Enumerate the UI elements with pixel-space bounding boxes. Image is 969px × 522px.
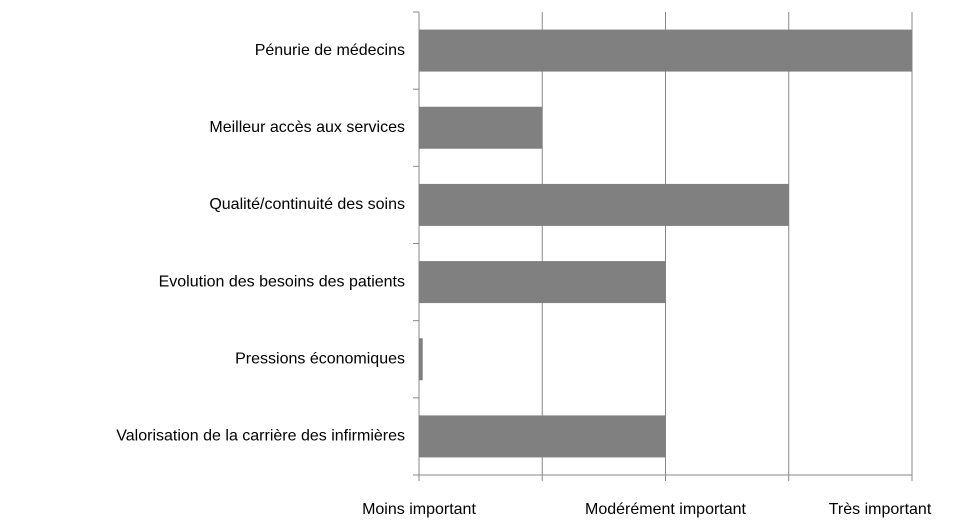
bar: [419, 183, 789, 226]
bar: [419, 415, 666, 458]
x-tick-label: Modérément important: [585, 501, 747, 518]
bar: [419, 261, 666, 304]
y-tick-label: Evolution des besoins des patients: [159, 273, 405, 290]
y-tick-label: Valorisation de la carrière des infirmiè…: [116, 428, 405, 445]
y-tick-label: Meilleur accès aux services: [209, 119, 405, 136]
bar: [419, 29, 912, 72]
x-tick-label: Moins important: [362, 501, 476, 518]
bar: [419, 338, 423, 381]
bar: [419, 106, 543, 149]
y-tick-label: Qualité/continuité des soins: [209, 196, 405, 213]
y-tick-label: Pressions économiques: [235, 350, 405, 367]
y-tick-label: Pénurie de médecins: [255, 42, 405, 59]
x-tick-label: Très important: [829, 501, 932, 518]
